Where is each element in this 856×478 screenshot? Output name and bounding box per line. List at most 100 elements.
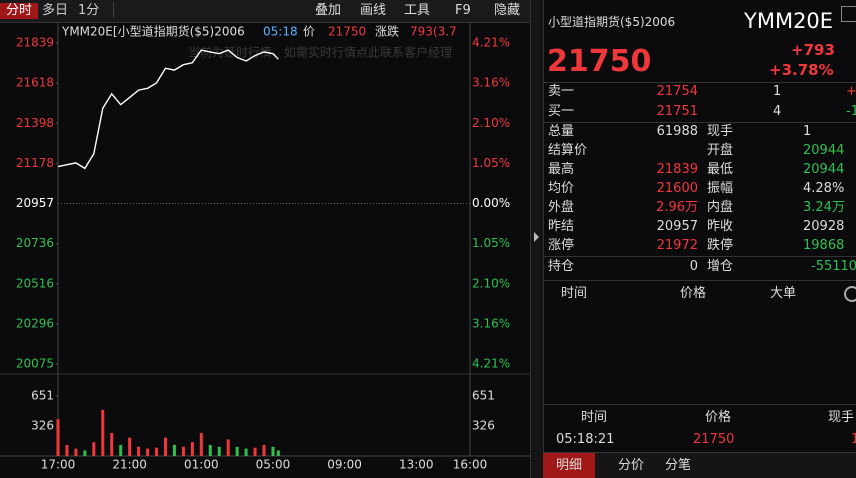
tab[interactable]: 1分 xyxy=(78,3,100,18)
last-price: 21750 xyxy=(547,44,652,79)
volume-bar xyxy=(217,446,221,456)
volume-bar xyxy=(226,439,230,456)
y-tick-pct: 3.16% xyxy=(472,76,510,90)
stat-value: 21600 xyxy=(656,181,698,196)
volume-bar xyxy=(163,437,167,456)
y-tick-pct: 0.00% xyxy=(472,196,510,210)
stat-value: 4.28% xyxy=(803,181,845,196)
dropdown[interactable] xyxy=(113,2,128,18)
tab[interactable]: 明细 xyxy=(543,453,596,478)
list-header: 价格 xyxy=(680,286,707,301)
stat-value: 20944 xyxy=(803,143,845,158)
tab-bar: 明细 分价 分笔 xyxy=(543,452,856,478)
volume-bar xyxy=(74,448,78,456)
tool-button[interactable]: 叠加 xyxy=(315,3,342,18)
stat-label: 现手 xyxy=(707,124,734,139)
tool-button[interactable]: 工具 xyxy=(404,3,431,18)
volume-bar xyxy=(235,446,239,456)
volume-bar xyxy=(271,446,275,456)
trades-header: 现手 xyxy=(828,410,855,425)
stat-value: 21839 xyxy=(656,162,698,177)
stat-value: 20928 xyxy=(803,219,845,234)
stat-label: 总量 xyxy=(548,124,575,139)
book-label: 买一 xyxy=(548,104,575,119)
volume-bar xyxy=(146,448,150,456)
book-price: 21754 xyxy=(656,84,698,99)
stat-label: 昨结 xyxy=(548,219,575,234)
watermark: 当前为延时行情，如需实时行情点此联系客户经理 xyxy=(188,45,452,60)
stat-label: 内盘 xyxy=(707,200,734,215)
trade-qty: 1 xyxy=(851,432,856,447)
stat-value: 19868 xyxy=(803,238,845,253)
tab[interactable]: 多日 xyxy=(42,3,69,18)
volume-bar xyxy=(101,409,105,456)
header-change: 793(3.7 xyxy=(410,25,457,39)
separator xyxy=(543,280,856,281)
book-qty: 1 xyxy=(773,84,782,99)
volume-bar xyxy=(92,442,96,456)
y-tick-label: 20736 xyxy=(16,236,54,250)
tab[interactable]: 分笔 xyxy=(665,458,692,473)
tab[interactable]: 分价 xyxy=(618,458,645,473)
separator xyxy=(543,256,856,257)
stat-label: 最高 xyxy=(548,162,575,177)
y-tick-label: 21839 xyxy=(16,36,54,50)
volume-bar xyxy=(65,444,69,456)
book-price: 21751 xyxy=(656,104,698,119)
list-header: 大单 xyxy=(770,286,797,301)
y-tick-pct: 4.21% xyxy=(472,36,510,50)
oi-value: -55110 xyxy=(811,259,856,274)
x-tick-label: 16:00 xyxy=(453,458,488,472)
stat-label: 振幅 xyxy=(707,181,734,196)
stat-value: 20957 xyxy=(656,219,698,234)
x-tick-label: 09:00 xyxy=(327,458,362,472)
volume-bar xyxy=(119,444,123,456)
v-tick-label: 651 xyxy=(31,388,54,402)
y-tick-label: 20957 xyxy=(16,196,54,210)
divider xyxy=(530,0,544,478)
book-delta: +2 xyxy=(846,84,856,99)
y-tick-label: 20296 xyxy=(16,316,54,330)
volume-bar xyxy=(137,446,141,456)
header-time: 05:18 xyxy=(263,25,298,39)
oi-label: 增仓 xyxy=(707,259,734,274)
separator xyxy=(543,82,856,83)
tab[interactable]: 分时 xyxy=(0,3,39,19)
y-tick-pct: 1.05% xyxy=(472,156,510,170)
stat-value: 21972 xyxy=(656,238,698,253)
x-tick-label: 13:00 xyxy=(399,458,434,472)
stat-value: 1 xyxy=(803,124,812,139)
volume-bar xyxy=(244,448,248,456)
book-qty: 4 xyxy=(773,104,782,119)
stat-value: 20944 xyxy=(803,162,845,177)
x-tick-label: 17:00 xyxy=(41,458,76,472)
y-tick-pct: 1.05% xyxy=(472,236,510,250)
volume-bar xyxy=(172,444,176,456)
list-header: 时间 xyxy=(561,286,588,301)
tool-button[interactable]: 隐藏 xyxy=(494,3,521,18)
stat-label: 昨收 xyxy=(707,219,734,234)
y-tick-label: 20516 xyxy=(16,276,54,290)
volume-bar xyxy=(190,442,194,456)
y-tick-label: 21618 xyxy=(16,76,54,90)
tool-button[interactable]: F9 xyxy=(455,3,471,18)
y-tick-label: 21178 xyxy=(16,156,54,170)
volume-bar xyxy=(56,419,60,456)
trade-price: 21750 xyxy=(693,432,735,447)
volume-bar xyxy=(110,432,114,456)
y-tick-pct: 2.10% xyxy=(472,276,510,290)
volume-bar xyxy=(155,447,159,456)
y-tick-pct: 4.21% xyxy=(472,357,510,371)
title: 小型道指期货($5)2006 xyxy=(548,15,676,29)
tool-button[interactable]: 画线 xyxy=(360,3,387,18)
trades-header: 价格 xyxy=(705,410,732,425)
settings-icon[interactable] xyxy=(844,286,856,302)
add-button[interactable] xyxy=(841,6,856,22)
volume-bar xyxy=(199,432,203,456)
quote-panel: 小型道指期货($5)2006 YMM20E 21750 +793 +3.78% 卖一 217… xyxy=(543,0,856,478)
volume-bar xyxy=(276,450,280,456)
stat-label: 最低 xyxy=(707,162,734,177)
header-change-label: 涨跌 xyxy=(375,24,399,39)
header-symbol: YMM20E[小型道指期货($5)2006 xyxy=(61,24,245,39)
